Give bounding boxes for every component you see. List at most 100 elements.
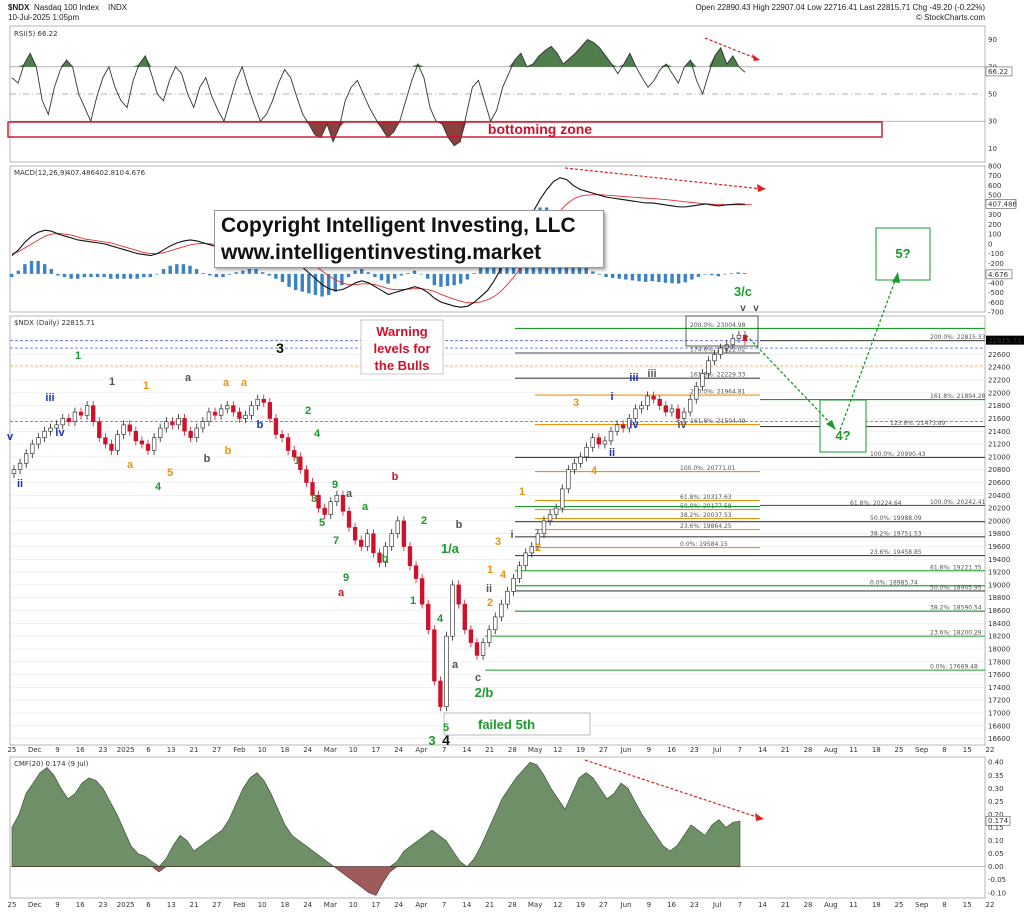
candle-body xyxy=(401,520,407,547)
candle-body xyxy=(468,629,474,643)
y-tick-label: 18800 xyxy=(988,594,1010,602)
y-tick-label: 17600 xyxy=(988,671,1010,679)
candle-body xyxy=(359,539,364,547)
signal-legend-value: 402.810 xyxy=(95,169,124,177)
wave-label: 5 xyxy=(443,722,449,734)
histogram-bar xyxy=(274,273,278,279)
wave-label: 9 xyxy=(332,479,338,491)
histogram-bar xyxy=(676,273,681,284)
histogram-bar xyxy=(23,264,27,274)
index-name: Nasdaq 100 Index xyxy=(34,3,99,12)
histogram-bar xyxy=(670,273,674,284)
wave-label: b xyxy=(204,453,211,465)
y-tick-label: 0.25 xyxy=(988,798,1004,806)
wave-label: 3 xyxy=(495,536,501,548)
y-tick-label: 21200 xyxy=(988,441,1010,449)
histogram-bar xyxy=(432,273,437,286)
hist-legend-value: 4.676 xyxy=(125,169,146,177)
x-tick-label: Jul xyxy=(712,746,722,754)
x-tick-label: 24 xyxy=(394,746,403,754)
y-tick-label: 20400 xyxy=(988,492,1010,500)
x-tick-label: 14 xyxy=(462,746,471,754)
candle-body xyxy=(243,414,248,419)
x-tick-label: Jun xyxy=(620,901,632,909)
histogram-bar xyxy=(373,273,377,278)
candle-body xyxy=(292,450,297,458)
hist-last-box xyxy=(985,269,1013,280)
candle-body xyxy=(145,443,151,451)
wave-label: 2 xyxy=(487,597,493,609)
arrow-head-icon xyxy=(826,420,836,430)
histogram-bar xyxy=(29,260,34,274)
wave-label: 4 xyxy=(155,481,162,493)
candle-body xyxy=(669,408,675,413)
exchange: INDX xyxy=(108,3,128,12)
candle-body xyxy=(273,418,279,435)
hist-last-value: 4.676 xyxy=(988,271,1009,279)
histogram-bar xyxy=(307,273,311,294)
candle-body xyxy=(115,434,120,451)
candle-body xyxy=(639,405,644,410)
wave-label: iii xyxy=(629,372,638,384)
y-tick-label: -400 xyxy=(988,279,1004,287)
histogram-bar xyxy=(241,270,245,274)
candle-body xyxy=(48,427,53,432)
x-tick-label: 25 xyxy=(8,901,17,909)
candle-body xyxy=(66,418,71,422)
histogram-bar xyxy=(353,270,357,274)
top-zone-box xyxy=(685,315,759,347)
wave-label: 1 xyxy=(75,350,81,362)
wave-label: 1 xyxy=(519,486,525,498)
histogram-bar xyxy=(221,273,225,278)
fib-level-label: 200.0%: 21964.81 xyxy=(690,389,746,396)
candle-body xyxy=(371,533,376,554)
histogram-bar xyxy=(657,273,661,282)
y-tick-label: 0.10 xyxy=(988,837,1004,845)
candle-body xyxy=(176,418,181,426)
candle-body xyxy=(24,453,29,464)
wave-label: iv xyxy=(677,419,687,431)
macd-legend-name: MACD(12,26,9) xyxy=(14,169,67,177)
y-tick-label: 200 xyxy=(988,221,1001,229)
y-tick-label: 17800 xyxy=(988,658,1010,666)
candle-body xyxy=(736,334,742,339)
x-tick-label: 14 xyxy=(758,901,767,909)
candle-body xyxy=(547,514,553,522)
histogram-bar xyxy=(313,273,318,295)
x-tick-label: 10 xyxy=(349,746,358,754)
wave-label: b xyxy=(456,519,463,531)
candle-body xyxy=(42,430,47,438)
y-tick-label: 19600 xyxy=(988,543,1010,551)
x-tick-label: 22 xyxy=(986,746,995,754)
cmf-panel: 0.40 0.35 0.30 0.25 0.20 0.15 0.10 0.05 0.00 -0.0… xyxy=(8,756,1011,909)
histogram-bar xyxy=(399,273,404,276)
candle-body xyxy=(511,578,516,592)
signal-line xyxy=(11,194,752,304)
candle-body xyxy=(584,446,589,458)
candle-body xyxy=(444,635,449,707)
candle-body xyxy=(383,546,388,563)
candle-body xyxy=(377,552,382,563)
fib-level-label: 161.8%: 21894.28 xyxy=(930,393,986,400)
histogram-bar xyxy=(333,273,337,292)
candle-body xyxy=(718,347,723,355)
y-tick-label: 500 xyxy=(988,192,1001,200)
histogram-bar xyxy=(346,273,351,278)
projection-down-arrow xyxy=(745,334,834,427)
wave-label: a xyxy=(362,501,369,513)
y-tick-label: 30 xyxy=(988,118,997,126)
histogram-bar xyxy=(709,273,714,276)
histogram-bar xyxy=(254,269,258,274)
histogram-bar xyxy=(234,272,238,274)
x-tick-label: 23 xyxy=(99,901,108,909)
x-tick-label: 25 xyxy=(8,746,17,754)
wave-label-5q: 5? xyxy=(895,246,910,261)
y-tick-label: 18000 xyxy=(988,645,1010,653)
candle-body xyxy=(170,421,175,426)
arrow-head-icon xyxy=(755,813,764,821)
x-tick-label: 10 xyxy=(258,746,267,754)
wave-label-1a: 1/a xyxy=(441,541,460,556)
x-tick-label: May xyxy=(528,746,542,754)
candle-body xyxy=(340,494,346,512)
histogram-bar xyxy=(148,273,153,278)
